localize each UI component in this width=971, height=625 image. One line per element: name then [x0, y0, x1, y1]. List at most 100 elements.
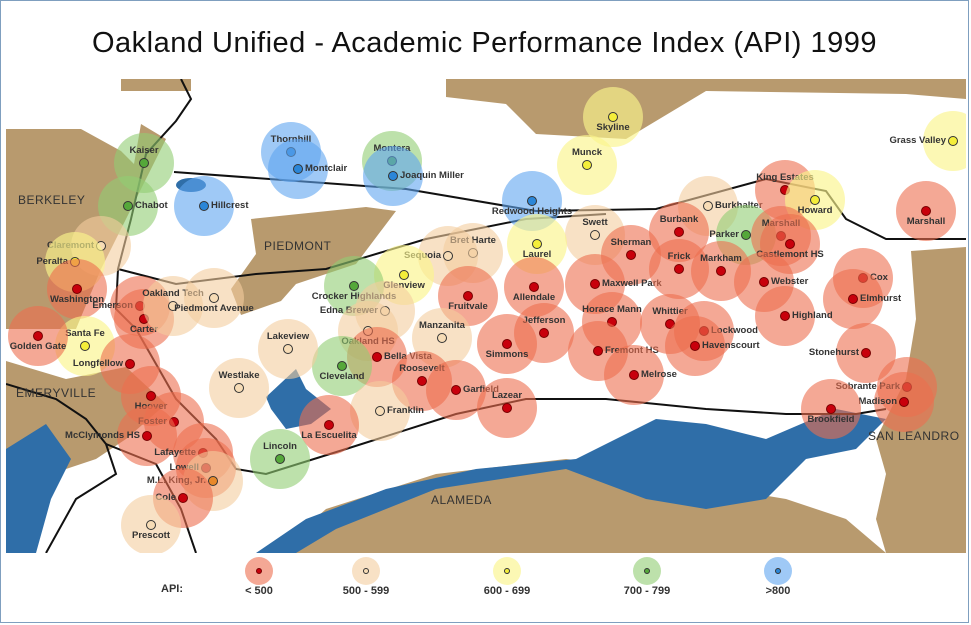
school-label: Munck: [571, 147, 603, 158]
school-label: Cole: [155, 492, 176, 503]
school-label: Brookfield: [807, 414, 855, 425]
legend-dot-icon: [504, 568, 510, 574]
school-label: Peralta: [36, 256, 68, 267]
school-dot-icon: [502, 403, 512, 413]
school-dot-icon: [703, 201, 713, 211]
school-dot-icon: [529, 282, 539, 292]
school-label: Webster: [771, 276, 809, 287]
school-dot-icon: [178, 493, 188, 503]
school-dot-icon: [785, 239, 795, 249]
legend-dot-icon: [775, 568, 781, 574]
school-dot-icon: [234, 383, 244, 393]
school-dot-icon: [629, 370, 639, 380]
top-strip-left: [121, 79, 191, 91]
school-dot-icon: [372, 352, 382, 362]
piedmont-area: [231, 207, 396, 315]
school-label: Sherman: [610, 237, 652, 248]
legend-label: < 500: [245, 585, 273, 597]
school-dot-icon: [139, 158, 149, 168]
school-label: Prescott: [131, 530, 170, 541]
school-label: Howard: [797, 205, 833, 216]
school-label: Markham: [700, 253, 742, 264]
school-dot-icon: [626, 250, 636, 260]
school-label: Laurel: [522, 249, 552, 260]
school-label: Oakland Tech: [142, 288, 204, 299]
school-dot-icon: [674, 264, 684, 274]
legend-dot-icon: [363, 568, 369, 574]
school-dot-icon: [826, 404, 836, 414]
legend-label: 500 - 599: [342, 585, 390, 597]
school-label: McClymonds HS: [65, 430, 140, 441]
school-dot-icon: [590, 279, 600, 289]
school-label: Castlemont HS: [756, 249, 824, 260]
top-strip-mid: [446, 79, 906, 139]
city-label-piedmont: PIEDMONT: [264, 239, 332, 253]
school-label: Chabot: [135, 200, 168, 211]
legend-label: 700 - 799: [623, 585, 671, 597]
city-label-emeryville: EMERYVILLE: [16, 386, 97, 400]
legend: API: < 500 500 - 599 600 - 699 700 - 799 >80…: [1, 553, 968, 622]
school-label: Allendale: [512, 292, 556, 303]
school-dot-icon: [451, 385, 461, 395]
school-dot-icon: [539, 328, 549, 338]
school-label: Skyline: [596, 122, 630, 133]
school-label: Longfellow: [72, 358, 123, 369]
school-label: Cox: [870, 272, 888, 283]
school-dot-icon: [899, 397, 909, 407]
school-dot-icon: [590, 230, 600, 240]
school-label: Santa Fe: [65, 328, 105, 339]
school-dot-icon: [293, 164, 303, 174]
legend-dot-icon: [644, 568, 650, 574]
school-label: Carter: [130, 324, 158, 335]
school-dot-icon: [582, 160, 592, 170]
school-label: Piedmont Avenue: [174, 303, 254, 314]
school-label: Washington: [50, 294, 104, 305]
school-dot-icon: [208, 476, 218, 486]
legend-label: >800: [765, 585, 791, 597]
school-dot-icon: [861, 348, 871, 358]
map-area: BERKELEY PIEDMONT EMERYVILLE SAN LEANDRO…: [6, 79, 966, 553]
school-dot-icon: [388, 171, 398, 181]
school-dot-icon: [399, 270, 409, 280]
school-dot-icon: [125, 359, 135, 369]
school-label: Lazear: [491, 390, 523, 401]
city-label-berkeley: BERKELEY: [18, 193, 86, 207]
school-label: La Escuelita: [301, 430, 357, 441]
school-label: Jefferson: [522, 315, 566, 326]
school-label: Highland: [792, 310, 833, 321]
school-dot-icon: [810, 195, 820, 205]
school-dot-icon: [146, 520, 156, 530]
school-label: Garfield: [463, 384, 499, 395]
school-label: Parker: [709, 229, 739, 240]
school-label: Swett: [582, 217, 608, 228]
school-label: Horace Mann: [582, 304, 642, 315]
school-dot-icon: [199, 201, 209, 211]
school-dot-icon: [33, 331, 43, 341]
legend-dot-icon: [256, 568, 262, 574]
school-label: Sobrante Park: [835, 381, 900, 392]
school-dot-icon: [716, 266, 726, 276]
legend-label: 600 - 699: [483, 585, 531, 597]
school-dot-icon: [780, 311, 790, 321]
school-dot-icon: [948, 136, 958, 146]
school-label: Lowell: [169, 462, 199, 473]
city-label-san-leandro: SAN LEANDRO: [868, 429, 960, 443]
school-dot-icon: [283, 344, 293, 354]
school-dot-icon: [608, 112, 618, 122]
school-label: Grass Valley: [889, 135, 946, 146]
school-dot-icon: [690, 341, 700, 351]
school-label: Lockwood: [711, 325, 758, 336]
school-label: Marshall: [906, 216, 946, 227]
city-label-alameda: ALAMEDA: [431, 493, 492, 507]
school-dot-icon: [275, 454, 285, 464]
bay-left: [6, 424, 71, 553]
top-strip-right: [906, 79, 966, 99]
school-label: King Estates: [756, 172, 814, 183]
school-dot-icon: [123, 201, 133, 211]
school-dot-icon: [142, 431, 152, 441]
school-label: Stonehurst: [808, 347, 859, 358]
school-dot-icon: [375, 406, 385, 416]
school-label: Burbank: [659, 214, 699, 225]
school-label: Whittier: [652, 306, 688, 317]
school-label: Crocker Highlands: [311, 291, 397, 302]
